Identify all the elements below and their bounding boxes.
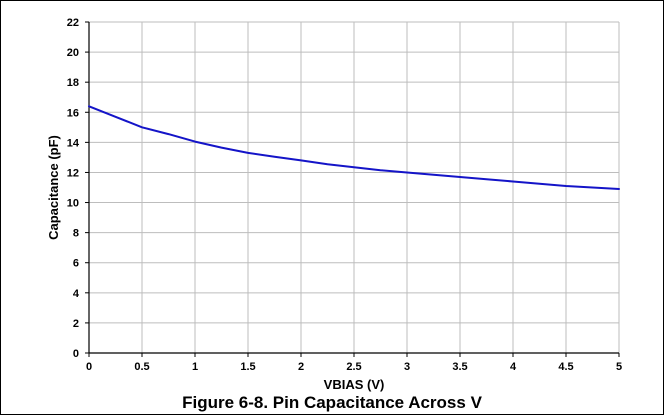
y-tick-label: 18 xyxy=(67,77,79,89)
series-line xyxy=(88,105,620,190)
x-axis-title: VBIAS (V) xyxy=(324,377,385,392)
y-tick-label: 16 xyxy=(67,107,79,119)
x-tick-label: 5 xyxy=(616,361,622,373)
y-tick-label: 6 xyxy=(73,258,79,270)
x-tick-label: 4.5 xyxy=(558,361,573,373)
y-tick-label: 8 xyxy=(73,228,79,240)
y-tick-label: 20 xyxy=(67,47,79,59)
x-tick-label: 0.5 xyxy=(134,361,149,373)
x-tick-label: 1.5 xyxy=(240,361,255,373)
x-tick-label: 0 xyxy=(86,361,92,373)
y-tick-label: 4 xyxy=(73,288,80,300)
x-tick-label: 4 xyxy=(510,361,517,373)
x-tick-label: 2.5 xyxy=(346,361,361,373)
y-tick-label: 14 xyxy=(67,137,80,149)
y-tick-label: 12 xyxy=(67,167,79,179)
y-tick-label: 2 xyxy=(73,318,79,330)
x-tick-label: 1 xyxy=(192,361,198,373)
y-tick-label: 0 xyxy=(73,348,79,360)
x-tick-label: 2 xyxy=(298,361,304,373)
x-tick-label: 3 xyxy=(404,361,410,373)
y-axis-title: Capacitance (pF) xyxy=(46,135,61,240)
y-tick-label: 22 xyxy=(67,17,79,29)
figure-caption: Figure 6-8. Pin Capacitance Across V xyxy=(182,393,482,412)
x-tick-label: 3.5 xyxy=(452,361,467,373)
y-tick-label: 10 xyxy=(67,198,79,210)
